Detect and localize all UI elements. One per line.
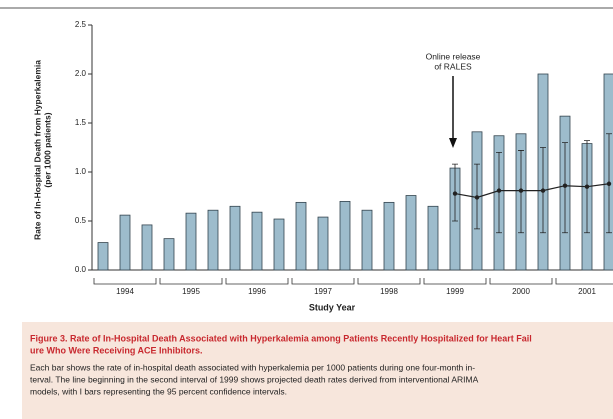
projection-point: [606, 181, 612, 186]
bar: [317, 216, 329, 271]
annotation-arrowhead: [449, 138, 457, 148]
annotation: of RALES: [434, 61, 472, 71]
projection-point: [562, 183, 568, 188]
bar: [141, 224, 153, 271]
y-tick-label: 2.5: [75, 20, 87, 29]
year-bracket: [291, 278, 355, 285]
year-bracket: [159, 278, 223, 285]
x-tick-label: 1997: [314, 287, 332, 296]
x-tick-label: 1996: [248, 287, 266, 296]
year-bracket: [225, 278, 289, 285]
bar: [207, 209, 219, 271]
bar: [229, 205, 241, 271]
projection-point: [540, 188, 546, 193]
bar: [97, 242, 109, 271]
caption-title: Figure 3. Rate of In-Hospital Death Asso…: [30, 333, 532, 343]
projection-line: [454, 183, 610, 199]
x-tick-label: 1995: [182, 287, 200, 296]
x-tick-label: 2000: [512, 287, 530, 296]
projection-point: [474, 195, 480, 200]
y-axis-title-line: (per 1000 patients): [42, 112, 52, 187]
projection-point: [584, 184, 590, 189]
y-tick-label: 1.5: [75, 118, 87, 127]
bar: [163, 238, 175, 271]
caption-box: [22, 322, 613, 419]
y-axis-title: Rate of In-Hospital Death from Hyperkale…: [32, 60, 52, 240]
bar: [405, 195, 417, 271]
x-tick-label: 1994: [116, 287, 134, 296]
caption-body: terval. The line beginning in the second…: [30, 374, 479, 384]
year-bracket: [423, 278, 487, 285]
year-bracket: [555, 278, 613, 285]
bar: [251, 211, 263, 271]
projection-point: [518, 188, 524, 193]
bar: [383, 201, 395, 271]
year-bracket: [489, 278, 553, 285]
bar: [427, 205, 439, 271]
projection-point: [496, 188, 502, 193]
bar: [339, 200, 351, 271]
y-tick-label: 2.0: [75, 69, 87, 78]
x-tick-label: 1999: [446, 287, 464, 296]
bar: [361, 209, 373, 271]
year-bracket: [357, 278, 421, 285]
bar: [185, 212, 197, 271]
y-tick-label: 1.0: [75, 167, 87, 176]
projection-point: [452, 191, 458, 196]
y-tick-label: 0.0: [75, 265, 87, 274]
y-tick-label: 0.5: [75, 216, 87, 225]
bar: [603, 73, 613, 271]
y-axis-title-line: Rate of In-Hospital Death from Hyperkale…: [32, 60, 42, 240]
x-tick-label: 1998: [380, 287, 398, 296]
caption-title: ure Who Were Receiving ACE Inhibitors.: [30, 345, 203, 355]
bar: [119, 214, 131, 271]
year-bracket: [93, 278, 157, 285]
x-axis-title: Study Year: [309, 302, 356, 312]
bar: [273, 218, 285, 271]
caption-body: Each bar shows the rate of in-hospital d…: [30, 362, 475, 372]
annotation: Online release: [426, 51, 481, 61]
caption-body: models, with I bars representing the 95 …: [30, 386, 287, 396]
bar: [295, 201, 307, 271]
x-tick-label: 2001: [578, 287, 596, 296]
